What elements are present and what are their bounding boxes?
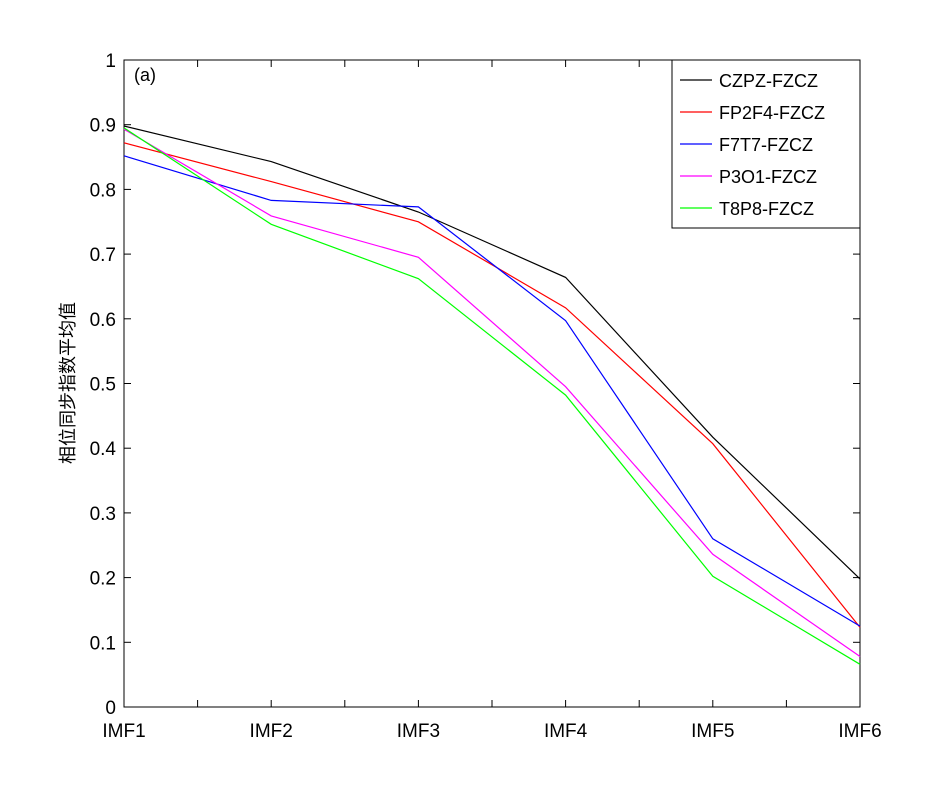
y-tick-label: 1 [105,51,116,72]
series-lines [123,125,861,665]
y-tick-label: 0.3 [90,504,116,525]
legend-entry: P3O1-FZCZ [719,167,817,187]
series-line-czpz-fzcz [123,125,861,580]
series-line-f7t7-fzcz [123,155,861,627]
legend: CZPZ-FZCZ FP2F4-FZCZ F7T7-FZCZ P3O1-FZCZ T8P… [671,59,861,229]
series-line-t8p8-fzcz [123,127,861,665]
y-tick-label: 0.4 [90,439,117,460]
y-tick-label: 0.9 [90,116,116,137]
y-tick-label: 0.8 [90,180,116,201]
x-tick-label: IMF6 [838,721,881,742]
series-line-p3o1-fzcz [123,128,861,657]
x-tick-label: IMF2 [250,721,293,742]
legend-entry: FP2F4-FZCZ [719,103,825,123]
y-tick-label: 0.2 [90,569,116,590]
series-line-fp2f4-fzcz [123,142,861,628]
y-tick-label: 0.5 [90,375,116,396]
y-axis-label: 相位同步指数平均值 [58,302,79,464]
x-tick-label: IMF5 [691,721,734,742]
x-tick-label: IMF4 [544,721,588,742]
legend-entry: CZPZ-FZCZ [719,71,818,91]
y-tick-label: 0.6 [90,310,116,331]
y-tick-label: 0 [105,698,116,719]
x-tick-labels: IMF1 IMF2 IMF3 IMF4 IMF5 IMF6 [102,721,881,742]
y-tick-label: 0.7 [90,245,116,266]
legend-entry: T8P8-FZCZ [719,199,814,219]
x-tick-label: IMF1 [102,721,145,742]
panel-annotation: (a) [134,65,156,85]
y-tick-label: 0.1 [90,633,116,654]
x-tick-label: IMF3 [397,721,440,742]
y-tick-labels: 0 0.1 0.2 0.3 0.4 0.5 0.6 0.7 0.8 0.9 1 [90,51,117,719]
legend-entry: F7T7-FZCZ [719,135,813,155]
